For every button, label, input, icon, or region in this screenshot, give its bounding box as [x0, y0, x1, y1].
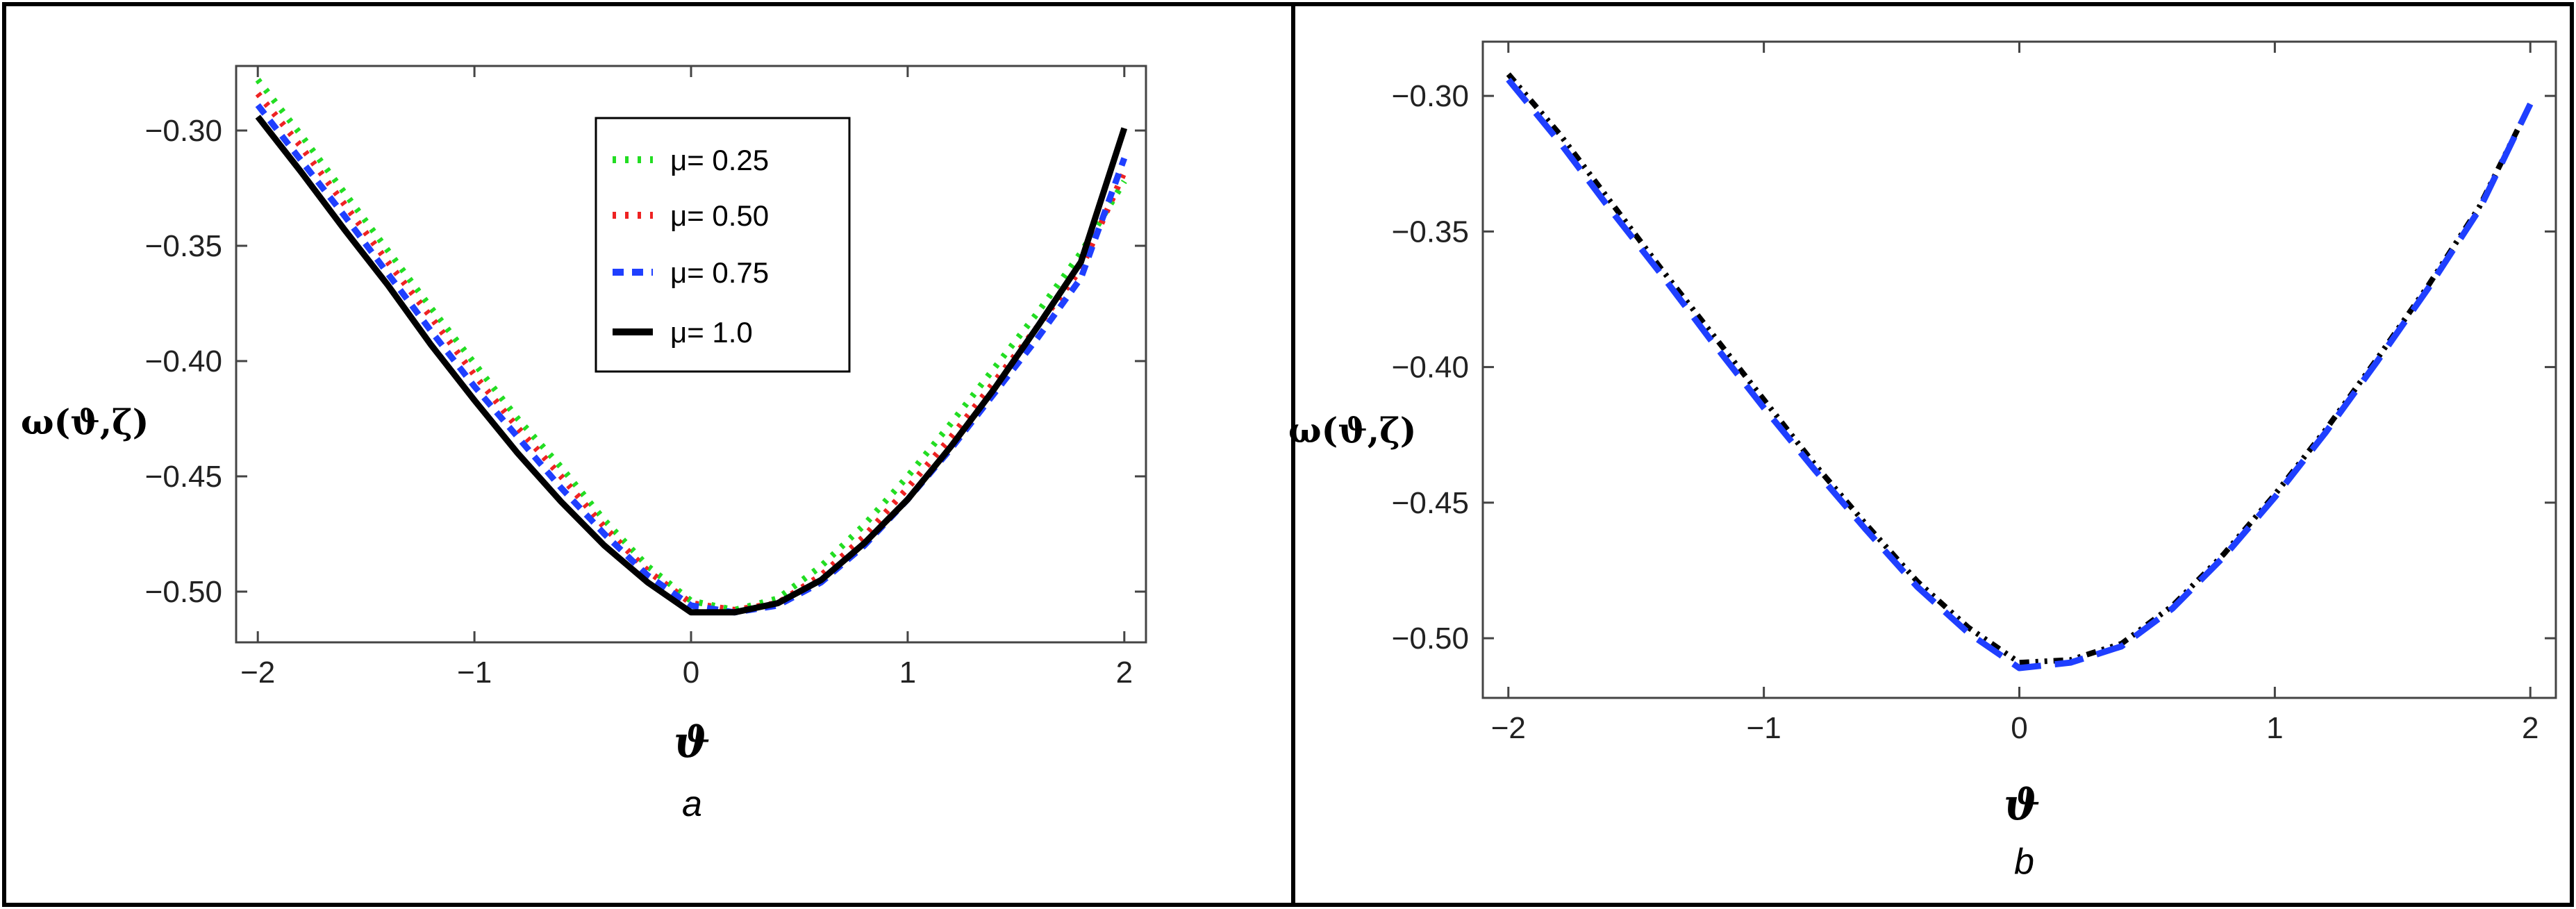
panel-a-y-tick-label: −0.40	[145, 344, 222, 378]
panel-a-subfigure-label: a	[682, 784, 702, 824]
panel-a-series-line-3	[255, 115, 1128, 616]
panel-b-series-line-1	[1506, 77, 2534, 672]
panel-b-x-tick-label: 0	[2011, 711, 2027, 745]
panel-a-y-tick-label: −0.35	[145, 229, 222, 263]
panel-a-y-axis-label: ω(ϑ,ζ)	[21, 401, 149, 442]
panel-a-x-tick-label: −1	[457, 656, 492, 690]
panel-a-y-tick-label: −0.30	[145, 114, 222, 148]
panel-a-x-axis-label: ϑ	[674, 717, 711, 767]
panel-b-x-axis-label: ϑ	[2004, 779, 2041, 830]
legend-item: μ= 0.50	[613, 199, 769, 232]
panel-a-series-line-0	[255, 78, 1127, 613]
legend-label: μ= 1.0	[670, 316, 753, 349]
panel-a-x-tick-label: 0	[683, 656, 699, 690]
panel-a-y-tick-label: −0.45	[145, 460, 222, 494]
panel-b-y-axis-label: ω(ϑ,ζ)	[1288, 410, 1416, 451]
panel-b-plot-frame	[1481, 40, 2557, 699]
legend-label: μ= 0.75	[670, 256, 769, 289]
panel-b-y-tick-label: −0.40	[1392, 351, 1469, 385]
panel-b-y-tick-label: −0.45	[1392, 486, 1469, 520]
panel-a-y-tick-label: −0.50	[145, 575, 222, 609]
legend-label: μ= 0.50	[670, 199, 769, 232]
panel-a: −2 −1 0 1 2−0.30−0.35−0.40−0.45−0.50 ω(ϑ,ζ) …	[21, 65, 1147, 824]
panel-a-legend: μ= 0.25 μ= 0.50 μ= 0.75 μ= 1.0	[595, 117, 851, 373]
panel-b-subfigure-label: b	[2014, 842, 2034, 882]
legend-item: μ= 1.0	[613, 316, 753, 349]
panel-b-y-tick-label: −0.50	[1392, 622, 1469, 656]
legend-item: μ= 0.75	[613, 256, 769, 289]
panel-b-series-line-0	[1506, 72, 2533, 666]
panel-a-x-tick-label: 1	[899, 656, 916, 690]
panel-b: −2 −1 0 1 2−0.30−0.35−0.40−0.45−0.50 ω(ϑ,ζ) …	[1288, 40, 2557, 882]
panel-a-x-tick-label: −2	[240, 656, 275, 690]
legend-label: μ= 0.25	[670, 144, 769, 176]
panel-b-x-tick-label: −1	[1747, 711, 1781, 745]
panel-a-x-tick-label: 2	[1116, 656, 1133, 690]
panel-b-y-tick-label: −0.35	[1392, 215, 1469, 249]
panel-b-x-tick-label: 2	[2522, 711, 2538, 745]
panel-b-x-tick-label: −2	[1491, 711, 1526, 745]
panel-b-x-tick-label: 1	[2266, 711, 2283, 745]
panel-b-y-tick-label: −0.30	[1392, 79, 1469, 113]
legend-item: μ= 0.25	[613, 144, 769, 176]
